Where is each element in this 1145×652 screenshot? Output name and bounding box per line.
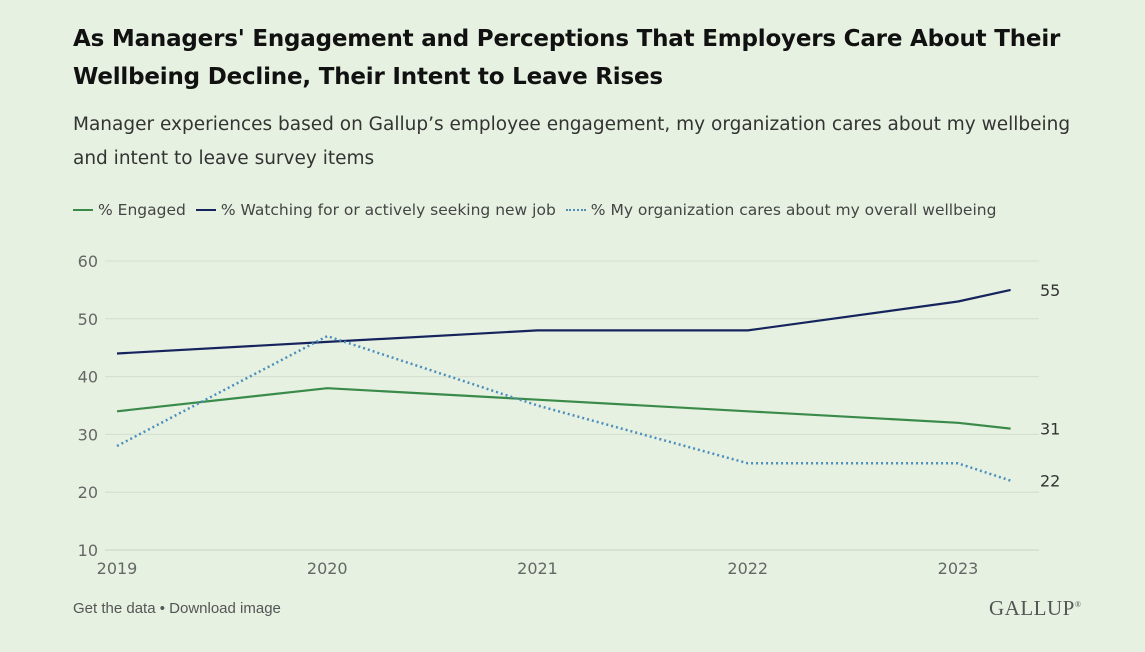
y-tick-label: 30 (78, 425, 98, 444)
x-tick-label: 2020 (307, 559, 348, 578)
chart-subtitle: Manager experiences based on Gallup’s em… (73, 114, 1071, 169)
legend-label-wellbeing: % My organization cares about my overall… (590, 201, 997, 219)
legend-item-seeking: % Watching for or actively seeking new j… (195, 201, 556, 219)
legend-label-seeking: % Watching for or actively seeking new j… (220, 201, 556, 219)
footer-separator: • (155, 600, 170, 617)
footer-links: Get the data • Download image (73, 600, 281, 617)
legend-swatch-seeking (195, 209, 216, 211)
series-end-label: 22 (1040, 472, 1060, 491)
series-line-2 (116, 334, 1011, 482)
x-tick-label: 2023 (938, 559, 979, 578)
x-tick-label: 2021 (517, 559, 558, 578)
gallup-logo: GALLUP® (989, 596, 1081, 621)
legend-item-engaged: % Engaged (73, 201, 186, 219)
chart-title: As Managers' Engagement and Perceptions … (73, 26, 1061, 90)
series-end-label: 31 (1040, 420, 1060, 439)
y-tick-label: 10 (78, 541, 98, 560)
x-tick-label: 2019 (97, 559, 138, 578)
chart-legend: % Engaged % Watching for or actively see… (73, 201, 1006, 219)
gallup-logo-text: GALLUP (989, 596, 1075, 620)
download-image-link[interactable]: Download image (169, 600, 281, 617)
y-tick-label: 60 (78, 252, 98, 271)
legend-item-wellbeing: % My organization cares about my overall… (565, 201, 997, 219)
gallup-logo-mark: ® (1074, 600, 1082, 609)
legend-swatch-engaged (73, 209, 93, 211)
series-line-1 (116, 288, 1011, 355)
y-tick-label: 40 (78, 368, 98, 387)
y-tick-label: 20 (78, 483, 98, 502)
series-line-0 (116, 387, 1011, 430)
x-tick-label: 2022 (727, 559, 768, 578)
legend-swatch-wellbeing (565, 209, 586, 211)
series-end-label: 55 (1040, 281, 1060, 300)
legend-label-engaged: % Engaged (98, 201, 186, 219)
get-data-link[interactable]: Get the data (73, 600, 156, 617)
y-tick-label: 50 (78, 310, 98, 329)
